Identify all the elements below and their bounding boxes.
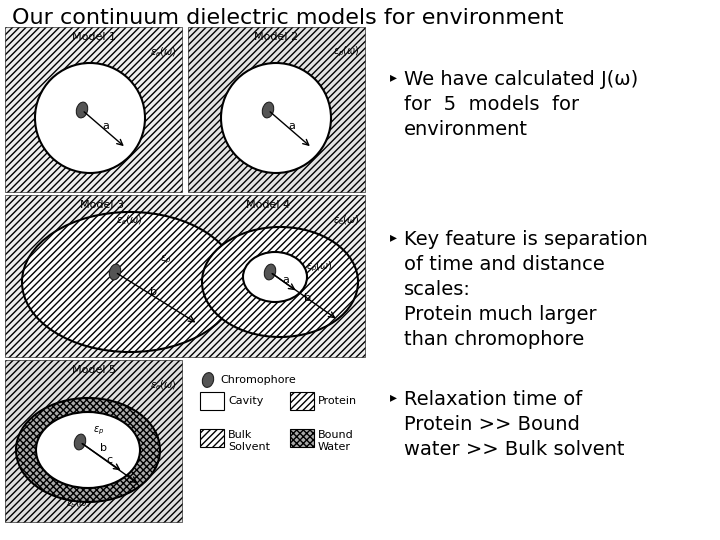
Text: Chromophore: Chromophore (220, 375, 296, 385)
Bar (5, 27, 182, 192)
Text: Protein: Protein (318, 396, 357, 406)
Text: $\varepsilon_p$: $\varepsilon_p$ (93, 425, 104, 437)
Text: Cavity: Cavity (228, 396, 264, 406)
Ellipse shape (264, 264, 276, 280)
Text: Model 1: Model 1 (71, 32, 115, 42)
Bar (5, 360, 182, 522)
Text: ▸: ▸ (390, 70, 397, 84)
Text: $\varepsilon_p(\omega)$: $\varepsilon_p(\omega)$ (333, 45, 360, 59)
Ellipse shape (74, 434, 86, 450)
Ellipse shape (16, 398, 160, 502)
Ellipse shape (35, 63, 145, 173)
Ellipse shape (243, 252, 307, 302)
Bar (5, 195, 365, 357)
Ellipse shape (55, 425, 111, 465)
Text: $\varepsilon_p(\omega)$: $\varepsilon_p(\omega)$ (306, 260, 333, 274)
Text: a: a (288, 121, 295, 131)
Text: Key feature is separation
of time and distance
scales:
Protein much larger
than : Key feature is separation of time and di… (404, 230, 648, 349)
Text: Relaxation time of
Protein >> Bound
water >> Bulk solvent: Relaxation time of Protein >> Bound wate… (404, 390, 624, 459)
Text: b: b (150, 287, 157, 297)
Text: Model 3: Model 3 (80, 200, 125, 210)
Bar (188, 27, 365, 192)
Ellipse shape (262, 102, 274, 118)
Text: $\varepsilon_e(\omega)$: $\varepsilon_e(\omega)$ (115, 213, 142, 227)
Ellipse shape (202, 227, 358, 337)
Bar (200, 429, 224, 447)
Ellipse shape (221, 63, 331, 173)
Bar (290, 392, 314, 410)
Text: $\varepsilon_p$: $\varepsilon_p$ (160, 254, 171, 266)
Ellipse shape (76, 102, 88, 118)
Text: $\varepsilon_b(\omega)$: $\varepsilon_b(\omega)$ (66, 497, 91, 510)
Bar (200, 392, 224, 410)
Text: Bound
Water: Bound Water (318, 430, 354, 452)
Text: b: b (100, 443, 107, 453)
Text: Bulk
Solvent: Bulk Solvent (228, 430, 270, 452)
Text: ▸: ▸ (390, 390, 397, 404)
Text: $\varepsilon_e(\omega)$: $\varepsilon_e(\omega)$ (150, 45, 177, 59)
Ellipse shape (36, 412, 140, 488)
Text: Model 2: Model 2 (254, 32, 299, 42)
Text: Our continuum dielectric models for environment: Our continuum dielectric models for envi… (12, 8, 564, 28)
Bar (290, 429, 314, 447)
Ellipse shape (22, 212, 238, 352)
Text: b: b (304, 293, 311, 303)
Text: $\varepsilon_e(\omega)$: $\varepsilon_e(\omega)$ (333, 213, 360, 227)
Ellipse shape (109, 264, 121, 280)
Text: $\varepsilon_e(\omega)$: $\varepsilon_e(\omega)$ (150, 378, 177, 392)
Text: a: a (102, 121, 109, 131)
Text: ▸: ▸ (390, 230, 397, 244)
Text: Model 4: Model 4 (246, 200, 290, 210)
Ellipse shape (202, 373, 214, 387)
Text: Model 5: Model 5 (71, 365, 115, 375)
Text: c: c (106, 455, 112, 465)
Text: We have calculated J(ω)
for  5  models  for
environment: We have calculated J(ω) for 5 models for… (404, 70, 638, 139)
Text: a: a (282, 275, 289, 285)
